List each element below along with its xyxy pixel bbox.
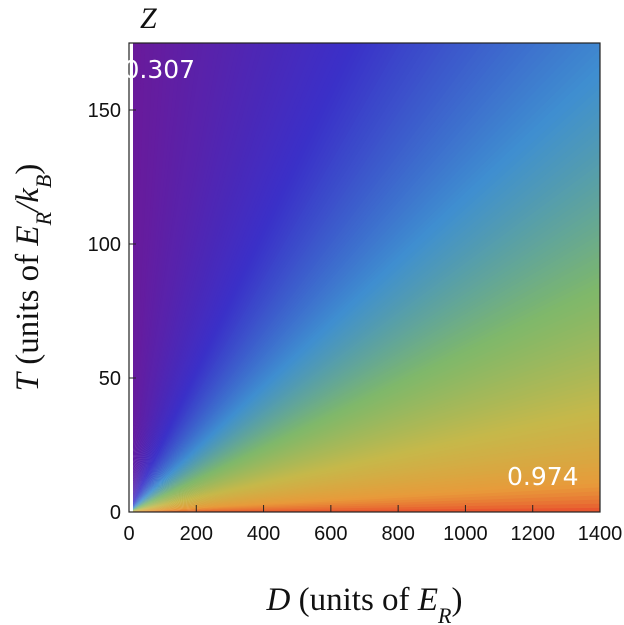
y-axis-unit-slash: /k — [10, 187, 46, 214]
y-axis-variable: T — [10, 370, 46, 391]
x-axis-unit-sub: R — [437, 603, 452, 625]
heatmap-wedge — [129, 43, 286, 512]
heatmap-wedge — [129, 43, 333, 512]
heatmap-wedge — [129, 43, 195, 512]
x-axis-ticks: 0 200 400 600 800 1000 1200 1400 — [123, 505, 622, 545]
heatmap-wedge — [129, 43, 229, 512]
heatmap-wedge — [129, 43, 158, 512]
heatmap-wedge — [129, 43, 212, 512]
y-axis-title: T (units of ER/kB) — [10, 164, 56, 392]
heatmap-wedge — [129, 43, 598, 512]
heatmap-field — [129, 43, 600, 512]
plot-frame — [128, 42, 601, 513]
x-axis-title: D (units of ER) — [266, 582, 463, 625]
heatmap-edge-strip — [129, 43, 133, 512]
heatmap-wedge — [129, 43, 559, 512]
y-tick-label: 150 — [88, 100, 121, 122]
corner-annotations: 0.307 0.974 — [123, 55, 578, 491]
heatmap-wedge — [129, 43, 268, 512]
y-axis-unit-sub: R — [31, 211, 56, 226]
chart-title: Z — [140, 2, 157, 35]
heatmap-wedge — [129, 43, 423, 512]
x-tick-label: 400 — [247, 523, 280, 545]
y-tick-label: 0 — [110, 502, 121, 524]
heatmap-wedge — [129, 43, 238, 512]
x-axis-variable: D — [266, 582, 291, 618]
heatmap-wedge — [129, 43, 552, 512]
x-tick-label: 0 — [123, 523, 134, 545]
heatmap-wedge — [129, 43, 225, 512]
x-tick-label: 1000 — [443, 523, 488, 545]
heatmap-wedge — [129, 506, 600, 512]
heatmap-wedge — [129, 43, 251, 512]
max-value-label: 0.974 — [507, 462, 579, 491]
y-axis-units-text: (units of — [10, 246, 46, 373]
x-tick-label: 600 — [314, 523, 347, 545]
heatmap-wedge — [129, 43, 452, 512]
y-axis-unit-base: E — [10, 225, 46, 246]
y-tick-label: 100 — [88, 234, 121, 256]
heatmap-wedge — [129, 43, 348, 512]
x-axis-units-text: (units of — [290, 582, 417, 618]
x-axis-close: ) — [451, 582, 462, 618]
y-axis-unit-sub2: B — [31, 175, 56, 188]
heatmap-wedge — [129, 43, 162, 512]
heatmap-wedge — [129, 43, 324, 512]
heatmap-wedge — [129, 43, 319, 512]
x-tick-label: 1400 — [578, 523, 623, 545]
heatmap-wedge — [129, 43, 458, 512]
heatmap-wedge — [129, 43, 183, 512]
x-tick-label: 200 — [180, 523, 213, 545]
heatmap-wedge — [129, 43, 440, 512]
heatmap-wedge — [129, 43, 300, 512]
heatmap-wedge — [129, 43, 358, 512]
y-axis-close: ) — [10, 164, 46, 175]
heatmap-wedge — [129, 43, 171, 512]
heatmap-wedge — [129, 43, 329, 512]
heatmap-wedge — [129, 43, 600, 512]
heatmap-wedge — [129, 43, 379, 512]
heatmap-wedge — [129, 43, 204, 512]
heatmap-wedge — [129, 43, 191, 512]
heatmap-wedge — [129, 43, 216, 512]
heatmap-wedge — [129, 43, 496, 512]
heatmap-wedge — [129, 43, 338, 512]
x-axis-unit-base: E — [417, 582, 438, 618]
heatmap-wedge — [129, 43, 489, 512]
x-tick-label: 800 — [381, 523, 414, 545]
heatmap-wedge — [129, 43, 314, 512]
min-value-label: 0.307 — [123, 55, 195, 84]
heatmap-wedge — [129, 43, 503, 512]
heatmap-wedge — [129, 43, 353, 512]
y-tick-label: 50 — [99, 368, 121, 390]
heatmap-wedge — [129, 43, 175, 512]
heatmap-wedge — [129, 43, 291, 512]
heatmap-wedge — [129, 43, 208, 512]
heatmap-wedge — [129, 43, 273, 512]
x-tick-label: 1200 — [510, 523, 555, 545]
y-axis-ticks: 0 50 100 150 — [88, 100, 136, 524]
